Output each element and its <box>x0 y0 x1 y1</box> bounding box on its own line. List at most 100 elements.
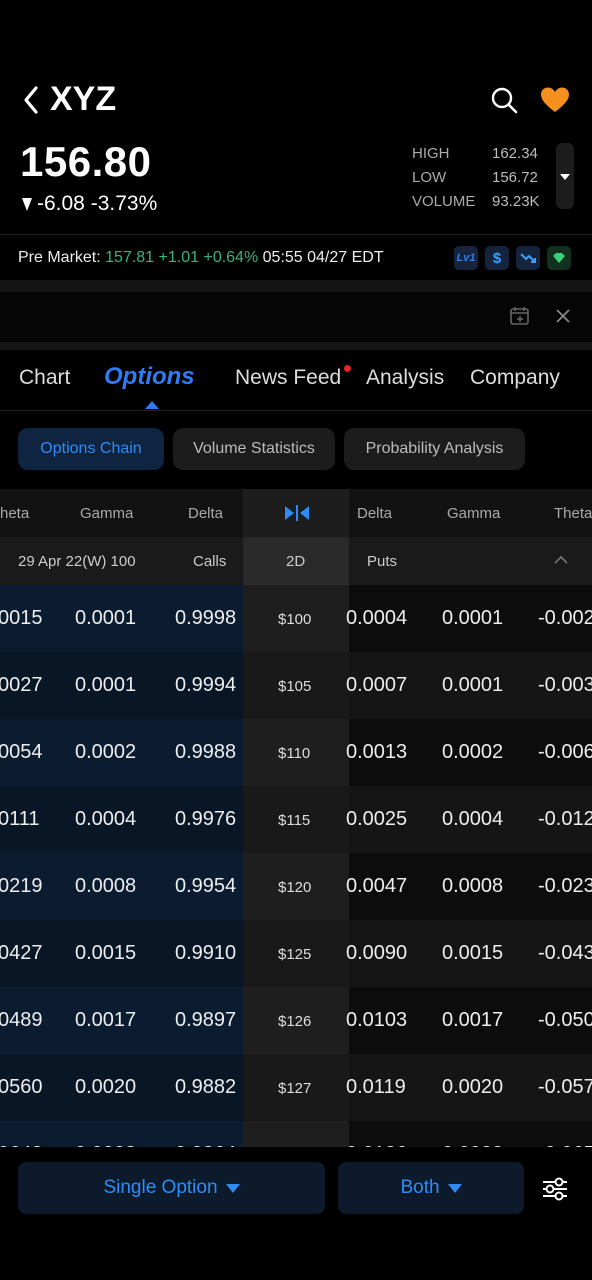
puts-cell-bg <box>349 1121 592 1147</box>
puts-cell-bg <box>349 987 592 1054</box>
divider <box>0 234 592 235</box>
put-theta-cell: -0.002 <box>538 607 592 629</box>
calls-cell-bg <box>0 987 243 1054</box>
stat-value-volume: 93.23K <box>492 193 540 210</box>
caret-down-icon <box>447 1183 462 1193</box>
premarket-change: +1.01 <box>158 249 200 266</box>
calls-cell-bg <box>0 1054 243 1121</box>
strike-cell: $126 <box>278 1013 312 1030</box>
swap-columns-icon[interactable] <box>284 503 310 523</box>
chevron-up-icon[interactable] <box>553 555 569 565</box>
strike-mode-cell[interactable] <box>243 537 349 585</box>
put-delta-cell: 0.0047 <box>346 875 408 897</box>
put-theta-cell: -0.065 <box>538 1143 592 1147</box>
pill-volume-statistics[interactable]: Volume Statistics <box>173 428 335 470</box>
table-row[interactable]: 0427 0.0015 0.9910 $125 0.0090 0.0015 -0.043 <box>0 920 592 987</box>
header-put-theta: Theta <box>554 505 592 522</box>
side-select[interactable]: Both <box>338 1162 524 1214</box>
premarket-line: Pre Market: 157.81 +1.01 +0.64% 05:55 04… <box>18 249 384 267</box>
put-delta-cell: 0.0007 <box>346 674 408 696</box>
section-band <box>0 342 592 350</box>
trend-down-icon[interactable] <box>516 246 540 270</box>
call-theta-cell: 0427 <box>0 942 43 964</box>
stats-expand-toggle[interactable] <box>556 143 574 209</box>
call-theta-cell: 0219 <box>0 875 43 897</box>
tab-options[interactable]: Options <box>104 363 195 390</box>
table-row[interactable]: 0027 0.0001 0.9994 $105 0.0007 0.0001 -0.003 <box>0 652 592 719</box>
table-row[interactable]: 0015 0.0001 0.9998 $100 0.0004 0.0001 -0.002 <box>0 585 592 652</box>
search-icon[interactable] <box>490 86 518 114</box>
strike-cell: $125 <box>278 946 312 963</box>
put-gamma-cell: 0.0023 <box>442 1143 503 1147</box>
call-gamma-cell: 0.0002 <box>75 741 137 763</box>
price-change: -6.08 -3.73% <box>20 192 157 216</box>
level1-badge-text: Lv1 <box>456 252 476 264</box>
put-delta-cell: 0.0136 <box>346 1143 407 1147</box>
table-row[interactable]: 0111 0.0004 0.9976 $115 0.0025 0.0004 -0.012 <box>0 786 592 853</box>
side-label: Both <box>400 1177 440 1198</box>
table-row[interactable]: 06420.00230.9864$1280.01360.0023-0.065 <box>0 1121 592 1147</box>
header-call-theta: heta <box>0 505 30 522</box>
strike-mode-label: 2D <box>286 553 306 570</box>
option-type-label: Single Option <box>103 1177 218 1198</box>
down-arrow-icon <box>22 198 32 211</box>
table-row[interactable]: 0489 0.0017 0.9897 $126 0.0103 0.0017 -0.050 <box>0 987 592 1054</box>
call-delta-cell: 0.9864 <box>175 1143 236 1147</box>
put-gamma-cell: 0.0008 <box>442 875 504 897</box>
header-put-delta: Delta <box>357 505 393 522</box>
table-row[interactable]: 0219 0.0008 0.9954 $120 0.0047 0.0008 -0.023 <box>0 853 592 920</box>
level1-badge[interactable]: Lv1 <box>454 246 478 270</box>
option-type-select[interactable]: Single Option <box>18 1162 325 1214</box>
put-theta-cell: -0.012 <box>538 808 592 830</box>
stat-label-volume: VOLUME <box>412 193 476 210</box>
close-icon[interactable] <box>555 308 571 324</box>
premarket-time: 05:55 04/27 EDT <box>262 249 384 266</box>
tab-news-feed[interactable]: News Feed <box>235 366 342 389</box>
stat-labels: HIGH LOW VOLUME <box>412 142 475 214</box>
strike-cell: $120 <box>278 879 312 896</box>
put-theta-cell: -0.057 <box>538 1076 592 1098</box>
last-price: 156.80 <box>20 138 152 185</box>
stat-label-high: HIGH <box>412 145 450 162</box>
options-chain-table: 0015 0.0001 0.9998 $100 0.0004 0.0001 -0.002 00… <box>0 585 592 1147</box>
heart-icon[interactable] <box>540 86 570 114</box>
filter-settings-icon[interactable] <box>541 1175 569 1203</box>
stat-value-low: 156.72 <box>492 169 538 186</box>
dollar-badge-text: $ <box>492 249 502 267</box>
ticker-symbol: XYZ <box>50 80 117 118</box>
stat-value-high: 162.34 <box>492 145 538 162</box>
pill-probability-analysis[interactable]: Probability Analysis <box>344 428 525 470</box>
call-gamma-cell: 0.0004 <box>75 808 137 830</box>
back-chevron-icon[interactable] <box>18 84 46 116</box>
feature-badges: Lv1 $ <box>454 246 571 270</box>
table-row[interactable]: 0560 0.0020 0.9882 $127 0.0119 0.0020 -0.057 <box>0 1054 592 1121</box>
header-call-delta: Delta <box>188 505 224 522</box>
price-change-text: -6.08 -3.73% <box>37 192 158 215</box>
call-delta-cell: 0.9910 <box>175 942 237 964</box>
strike-cell-bg <box>243 1121 349 1147</box>
call-gamma-cell: 0.0020 <box>75 1076 137 1098</box>
put-gamma-cell: 0.0001 <box>442 607 504 629</box>
call-gamma-cell: 0.0001 <box>75 607 137 629</box>
gem-icon[interactable] <box>547 246 571 270</box>
pill-options-chain[interactable]: Options Chain <box>18 428 164 470</box>
stat-label-low: LOW <box>412 169 447 186</box>
calls-cell-bg <box>0 853 243 920</box>
premarket-price: 157.81 <box>105 249 155 266</box>
dollar-badge[interactable]: $ <box>485 246 509 270</box>
active-tab-indicator <box>145 401 159 409</box>
header-put-gamma: Gamma <box>447 505 501 522</box>
put-delta-cell: 0.0090 <box>346 942 408 964</box>
calendar-add-icon[interactable] <box>510 306 530 326</box>
put-delta-cell: 0.0013 <box>346 741 408 763</box>
strike-cell: $100 <box>278 611 312 628</box>
table-row[interactable]: 0054 0.0002 0.9988 $110 0.0013 0.0002 -0.006 <box>0 719 592 786</box>
tab-company[interactable]: Company <box>470 366 560 389</box>
tab-analysis[interactable]: Analysis <box>366 366 445 389</box>
calls-label: Calls <box>193 553 227 570</box>
tab-chart[interactable]: Chart <box>19 366 71 389</box>
strike-cell: $110 <box>278 745 311 762</box>
put-theta-cell: -0.006 <box>538 741 592 763</box>
call-gamma-cell: 0.0015 <box>75 942 137 964</box>
call-gamma-cell: 0.0023 <box>75 1143 136 1147</box>
